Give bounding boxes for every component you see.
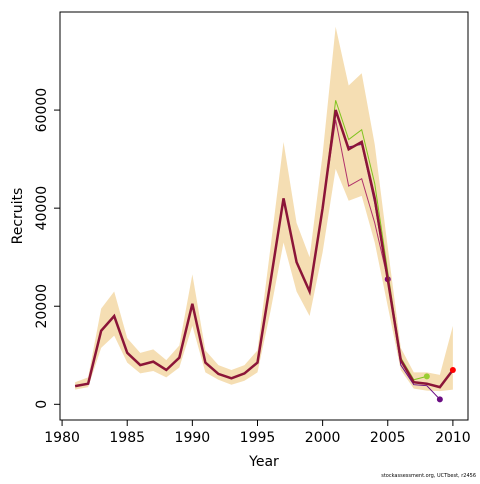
end-point: [423, 373, 430, 380]
x-tick-label: 2005: [370, 430, 406, 446]
y-tick-label: 60000: [34, 88, 50, 133]
end-point: [436, 396, 443, 403]
series-line: [74, 109, 454, 389]
y-axis-title: Recruits: [10, 188, 26, 245]
x-tick-label: 1980: [44, 430, 80, 446]
y-tick-label: 20000: [34, 284, 50, 329]
x-tick-label: 1985: [109, 430, 145, 446]
plot-frame: [59, 11, 469, 421]
end-point: [449, 366, 456, 373]
y-tick-label: 0: [34, 400, 50, 409]
confidence-band: [75, 26, 453, 392]
y-tick-label: 40000: [34, 186, 50, 231]
x-tick-label: 1995: [240, 430, 276, 446]
x-tick-label: 2000: [305, 430, 341, 446]
x-axis-title: Year: [248, 454, 279, 470]
footnote: stockassessment.org, UCTbest, r2456: [381, 473, 476, 479]
x-tick-label: 2010: [435, 430, 471, 446]
x-tick-label: 1990: [175, 430, 211, 446]
